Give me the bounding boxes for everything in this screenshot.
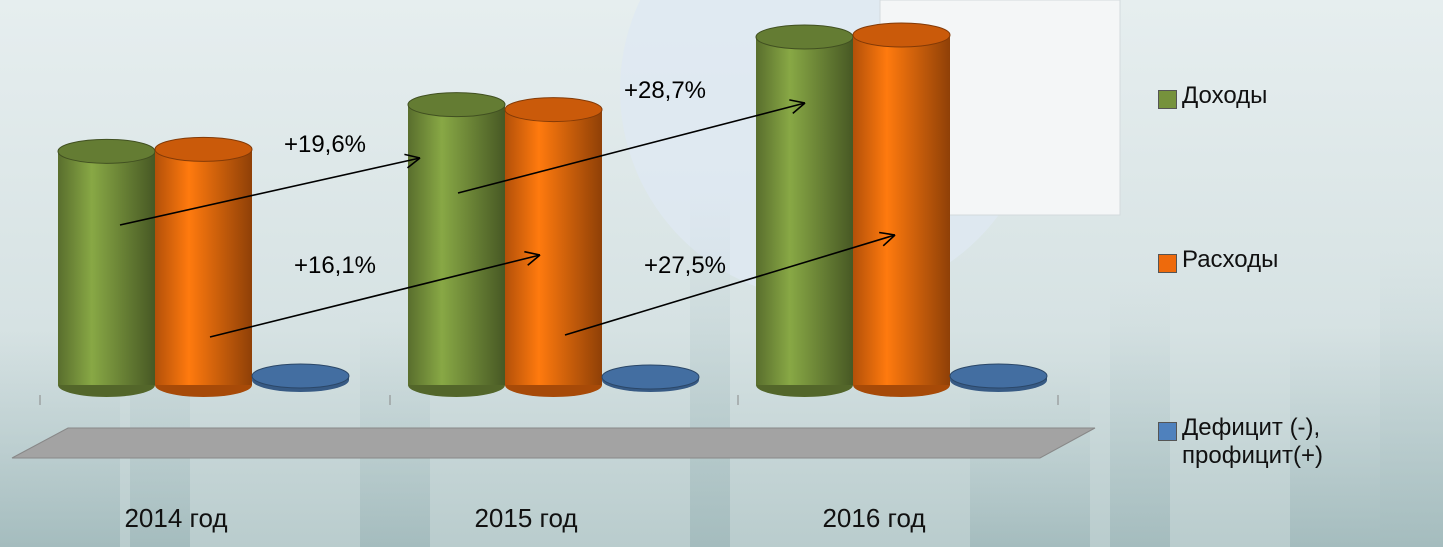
x-tick-label: 2015 год — [474, 503, 577, 533]
x-tick-label: 2014 год — [124, 503, 227, 533]
bar — [58, 151, 155, 385]
bar — [756, 37, 853, 385]
floor — [12, 428, 1095, 458]
legend-swatch — [1158, 422, 1177, 441]
bar-top — [602, 365, 699, 389]
bar — [155, 149, 252, 385]
legend-label: Дефицит (-), профицит(+) — [1182, 414, 1342, 470]
annotation: +27,5% — [644, 252, 726, 279]
legend-label: Доходы — [1182, 82, 1267, 110]
legend-item: Расходы — [1158, 246, 1428, 274]
legend-item: Дефицит (-), профицит(+) — [1158, 414, 1428, 470]
bar-top — [252, 364, 349, 388]
bar-top — [408, 93, 505, 117]
annotation: +19,6% — [284, 131, 366, 158]
bar-top — [756, 25, 853, 49]
legend-swatch — [1158, 254, 1177, 273]
x-tick-label: 2016 год — [822, 503, 925, 533]
annotation: +16,1% — [294, 252, 376, 279]
legend-item: Доходы — [1158, 82, 1428, 110]
bar-top — [58, 139, 155, 163]
bar — [853, 35, 950, 385]
annotation: +28,7% — [624, 77, 706, 104]
bar — [408, 105, 505, 385]
bar-top — [155, 137, 252, 161]
bar — [505, 110, 602, 385]
bar-top — [505, 98, 602, 122]
legend-label: Расходы — [1182, 246, 1278, 274]
page: 2014 год 2015 год 2016 год +19,6% +16,1% +28,… — [0, 0, 1443, 547]
bar-top — [950, 364, 1047, 388]
legend-swatch — [1158, 90, 1177, 109]
bar-top — [853, 23, 950, 47]
